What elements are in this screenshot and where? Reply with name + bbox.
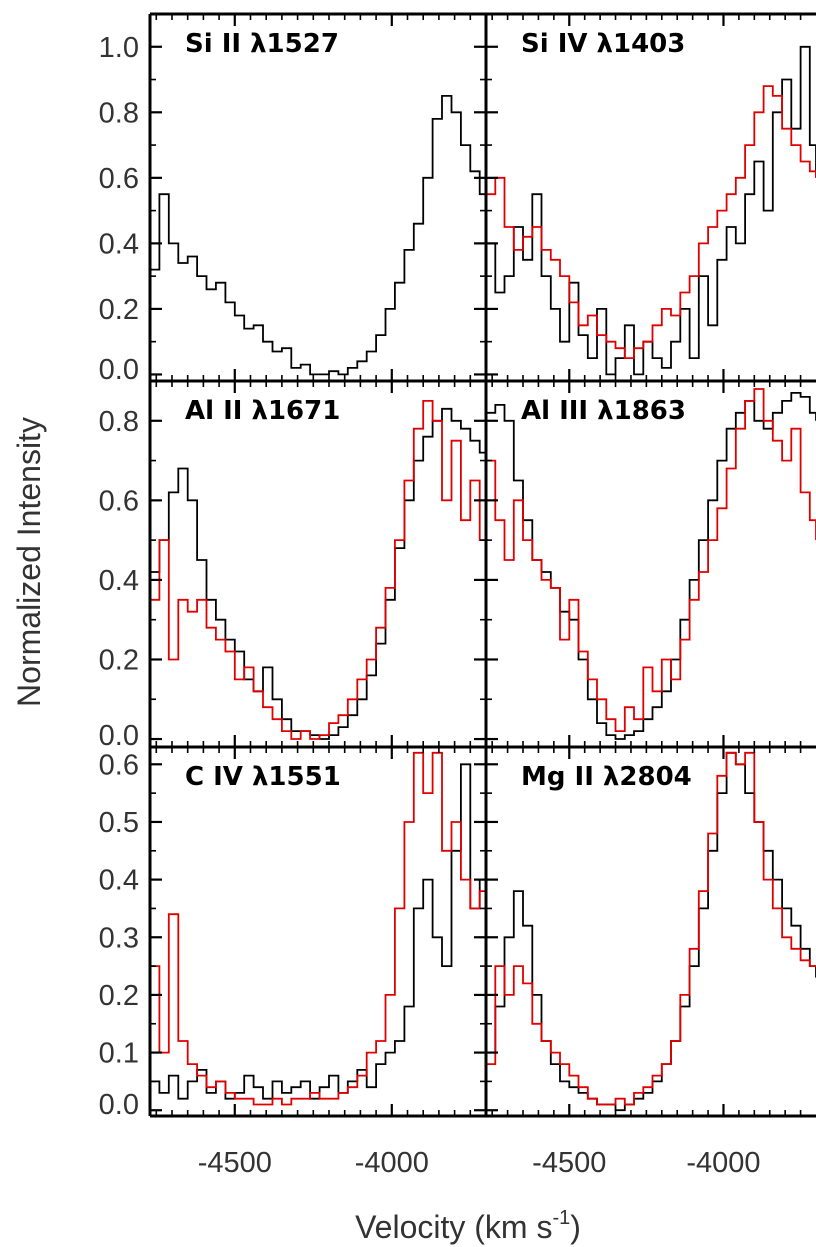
panel-5-series-0 [486, 751, 816, 1112]
frames-layer [148, 12, 816, 1118]
x-axis-title: Velocity (km s-1) [355, 1207, 581, 1245]
ticks-layer [150, 14, 802, 1116]
x-axis-title-close: ) [570, 1209, 581, 1245]
panel-2-series-0 [150, 407, 487, 740]
panel-2 [150, 400, 487, 740]
y-tick-label-r2-4: 0.4 [99, 865, 139, 897]
panel-1-series-0 [486, 45, 816, 376]
panel-label-5: Mg II λ2804 [521, 762, 692, 792]
y-tick-label-r0-4: 0.8 [99, 97, 139, 129]
panel-4-series-0 [150, 763, 487, 1100]
panel-label-2: Al II λ1671 [185, 396, 340, 426]
x-tick-label-c1-1: -4000 [686, 1147, 760, 1179]
panel-2-series-1 [150, 400, 487, 740]
labels-layer: 0.0 0.2 0.4 0.6 0.8 1.0 0.0 0.2 0.4 0.6 0.8 0.0 0.1 0… [99, 29, 761, 1179]
panel-label-1: Si IV λ1403 [521, 29, 685, 59]
y-tick-label-r0-2: 0.4 [99, 228, 139, 260]
y-axis-title: Normalized Intensity [11, 417, 47, 707]
panel-5 [486, 751, 816, 1112]
panel-label-0: Si II λ1527 [185, 29, 339, 59]
panel-1 [486, 45, 816, 376]
y-tick-label-r0-1: 0.2 [99, 294, 139, 326]
series-layer [150, 45, 816, 1112]
panel-4-series-1 [150, 751, 487, 1106]
y-tick-label-r2-0: 0.0 [99, 1089, 139, 1121]
y-tick-label-r1-1: 0.2 [99, 644, 139, 676]
y-tick-label-r0-5: 1.0 [99, 32, 139, 64]
panel-0 [150, 95, 487, 376]
panel-0-series-0 [150, 95, 487, 376]
panel-4 [150, 751, 487, 1106]
panel-3 [486, 388, 816, 740]
x-tick-label-c0-1: -4000 [355, 1147, 429, 1179]
x-axis-title-exponent: -1 [552, 1207, 570, 1229]
x-tick-label-c1-0: -4500 [532, 1147, 606, 1179]
x-axis-title-main: Velocity (km s [355, 1209, 552, 1245]
y-tick-label-r2-1: 0.1 [99, 1038, 139, 1070]
y-tick-label-r1-4: 0.8 [99, 406, 139, 438]
x-tick-label-c0-0: -4500 [198, 1147, 272, 1179]
plot-area: 0.0 0.2 0.4 0.6 0.8 1.0 0.0 0.2 0.4 0.6 0.8 0.0 0.1 0… [99, 12, 816, 1179]
panel-label-3: Al III λ1863 [521, 396, 686, 426]
y-tick-label-r2-3: 0.3 [99, 922, 139, 954]
y-tick-label-r1-3: 0.6 [99, 485, 139, 517]
y-tick-label-r1-0: 0.0 [99, 720, 139, 752]
y-tick-label-r0-0: 0.0 [99, 354, 139, 386]
panel-1-series-1 [486, 85, 816, 359]
y-tick-label-r0-3: 0.6 [99, 163, 139, 195]
y-tick-label-r2-2: 0.2 [99, 980, 139, 1012]
panel-5-series-1 [486, 751, 816, 1106]
panel-3-series-0 [486, 392, 816, 740]
panel-label-4: C IV λ1551 [185, 762, 341, 792]
y-tick-label-r2-5: 0.5 [99, 807, 139, 839]
panel-3-series-1 [486, 388, 816, 732]
y-tick-label-r1-2: 0.4 [99, 565, 139, 597]
y-tick-label-r2-6: 0.6 [99, 749, 139, 781]
